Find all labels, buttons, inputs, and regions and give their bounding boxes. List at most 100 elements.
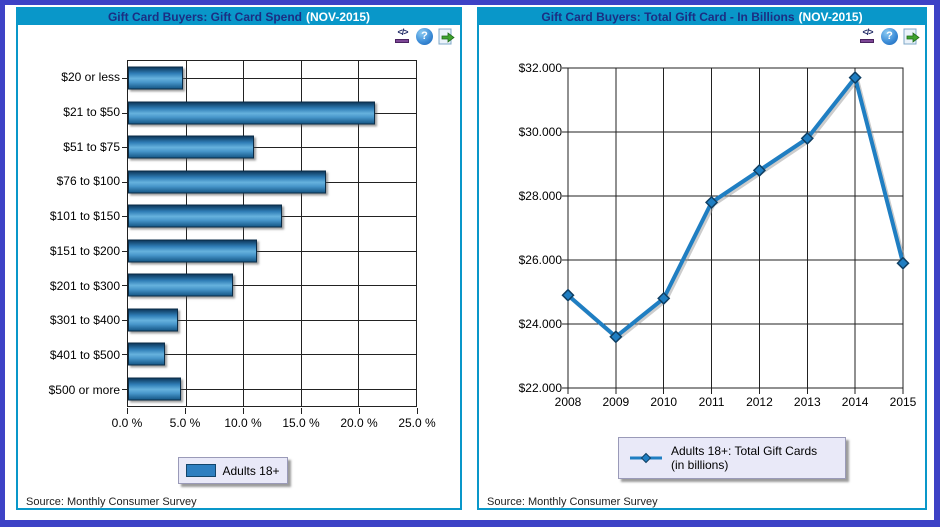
bar--51-to-75[interactable] xyxy=(128,135,254,159)
data-point-2012[interactable] xyxy=(752,163,766,177)
line-chart-x-axis: 2008 2009 2010 2011 2012 2013 2014 2015 xyxy=(555,395,917,411)
category-label: $20 or less xyxy=(61,70,120,85)
data-point-2013[interactable] xyxy=(800,131,814,145)
category-label: $500 or more xyxy=(48,382,120,397)
y-axis-tick xyxy=(122,147,128,149)
gridline xyxy=(358,61,360,406)
panel-title-bar: Gift Card Buyers: Gift Card Spend (NOV-20… xyxy=(18,9,460,25)
y-axis-tick xyxy=(122,216,128,218)
line-chart-plot-area xyxy=(561,67,910,394)
panel-toolbar: </> ? xyxy=(394,27,455,45)
y-axis-tick xyxy=(122,388,128,390)
line-chart-svg xyxy=(561,67,910,394)
source-note: Source: Monthly Consumer Survey xyxy=(26,496,197,508)
bar--301-to-400[interactable] xyxy=(128,308,178,332)
x-axis-tick xyxy=(417,408,418,414)
line-chart-y-axis: $32.000 $30.000 $28.000 $26.000 $24.000 $22.0… xyxy=(479,61,562,395)
dashboard-background: Gift Card Buyers: Gift Card Spend (NOV-20… xyxy=(5,5,934,520)
data-point-2015[interactable] xyxy=(896,256,910,270)
y-axis-tick xyxy=(122,250,128,252)
data-point-2010[interactable] xyxy=(657,291,671,305)
category-label: $151 to $200 xyxy=(49,243,120,258)
legend-line-swatch xyxy=(630,452,662,464)
y-axis-tick xyxy=(122,285,128,287)
y-axis-label: $22.000 xyxy=(518,381,562,395)
data-point-2008[interactable] xyxy=(561,288,575,302)
x-axis-label: 25.0 % xyxy=(398,416,436,430)
bar--201-to-300[interactable] xyxy=(128,273,233,297)
help-icon[interactable]: ? xyxy=(416,28,433,45)
category-label: $301 to $400 xyxy=(49,313,120,328)
x-axis-tick xyxy=(301,408,302,414)
gridline xyxy=(300,61,302,406)
gift-card-spend-panel: Gift Card Buyers: Gift Card Spend (NOV-20… xyxy=(16,7,462,510)
y-axis-label: $26.000 xyxy=(518,253,562,267)
bar--101-to-150[interactable] xyxy=(128,204,283,228)
x-axis-label: 2010 xyxy=(650,395,678,409)
panel-title-period: (NOV-2015) xyxy=(306,10,371,24)
panel-toolbar: </> ? xyxy=(859,27,920,45)
line-chart-legend[interactable]: Adults 18+: Total Gift Cards (in billion… xyxy=(618,437,846,479)
x-axis-label: 2015 xyxy=(889,395,917,409)
x-axis-label: 2013 xyxy=(793,395,821,409)
help-icon[interactable]: ? xyxy=(881,28,898,45)
category-label: $201 to $300 xyxy=(49,278,120,293)
embed-code-icon[interactable]: </> xyxy=(859,27,876,45)
gridline xyxy=(128,319,416,321)
x-axis-tick xyxy=(185,408,186,414)
bar-chart-category-axis: $20 or less $21 to $50 $51 to $75 $76 to $1… xyxy=(18,60,120,407)
x-axis-tick xyxy=(359,408,360,414)
data-point-2011[interactable] xyxy=(705,195,719,209)
panel-title-bar: Gift Card Buyers: Total Gift Card - In B… xyxy=(479,9,925,25)
bar--21-to-50[interactable] xyxy=(128,101,375,125)
total-gift-card-panel: Gift Card Buyers: Total Gift Card - In B… xyxy=(477,7,927,510)
y-axis-label: $30.000 xyxy=(518,125,562,139)
x-axis-label: 2014 xyxy=(841,395,869,409)
bar-chart-x-axis: 0.0 % 5.0 % 10.0 % 15.0 % 20.0 % 25.0 % xyxy=(112,408,436,434)
x-axis-label: 10.0 % xyxy=(224,416,262,430)
x-axis-tick xyxy=(243,408,244,414)
gridline xyxy=(243,61,245,406)
gridline xyxy=(128,388,416,390)
bar--76-to-100[interactable] xyxy=(128,170,327,194)
y-axis-label: $24.000 xyxy=(518,317,562,331)
bar-chart-legend[interactable]: Adults 18+ xyxy=(178,457,288,484)
bar--151-to-200[interactable] xyxy=(128,239,258,263)
panel-title: Gift Card Buyers: Total Gift Card - In B… xyxy=(541,10,795,24)
panel-title: Gift Card Buyers: Gift Card Spend xyxy=(107,10,302,24)
y-axis-tick xyxy=(122,181,128,183)
bar--500-or-more[interactable] xyxy=(128,377,181,401)
gridline xyxy=(128,250,416,252)
gridline xyxy=(185,61,187,406)
y-axis-tick xyxy=(122,78,128,80)
category-label: $76 to $100 xyxy=(56,174,120,189)
y-axis-tick xyxy=(122,319,128,321)
x-axis-label: 15.0 % xyxy=(282,416,320,430)
bar--401-to-500[interactable] xyxy=(128,342,165,366)
category-label: $101 to $150 xyxy=(49,209,120,224)
x-axis-label: 20.0 % xyxy=(340,416,378,430)
x-axis-label: 2008 xyxy=(554,395,582,409)
y-axis-label: $32.000 xyxy=(518,61,562,75)
data-point-2014[interactable] xyxy=(848,71,862,85)
data-point-2009[interactable] xyxy=(609,330,623,344)
export-icon[interactable] xyxy=(438,28,455,45)
category-label: $51 to $75 xyxy=(63,139,120,154)
source-note: Source: Monthly Consumer Survey xyxy=(487,496,658,508)
x-axis-label: 2012 xyxy=(746,395,773,409)
legend-swatch xyxy=(186,464,217,477)
x-axis-label: 0.0 % xyxy=(111,416,143,430)
gridline xyxy=(128,354,416,356)
panel-title-period: (NOV-2015) xyxy=(798,10,863,24)
x-axis-label: 5.0 % xyxy=(169,416,201,430)
x-axis-label: 2009 xyxy=(602,395,630,409)
gridline xyxy=(128,78,416,80)
embed-code-icon[interactable]: </> xyxy=(394,27,411,45)
bar--20-or-less[interactable] xyxy=(128,66,184,90)
export-icon[interactable] xyxy=(903,28,920,45)
bar-chart-plot-area xyxy=(122,60,417,407)
y-axis-tick xyxy=(122,354,128,356)
y-axis-label: $28.000 xyxy=(518,189,562,203)
legend-label: Adults 18+: Total Gift Cards (in billion… xyxy=(671,444,818,472)
category-label: $21 to $50 xyxy=(63,105,120,120)
